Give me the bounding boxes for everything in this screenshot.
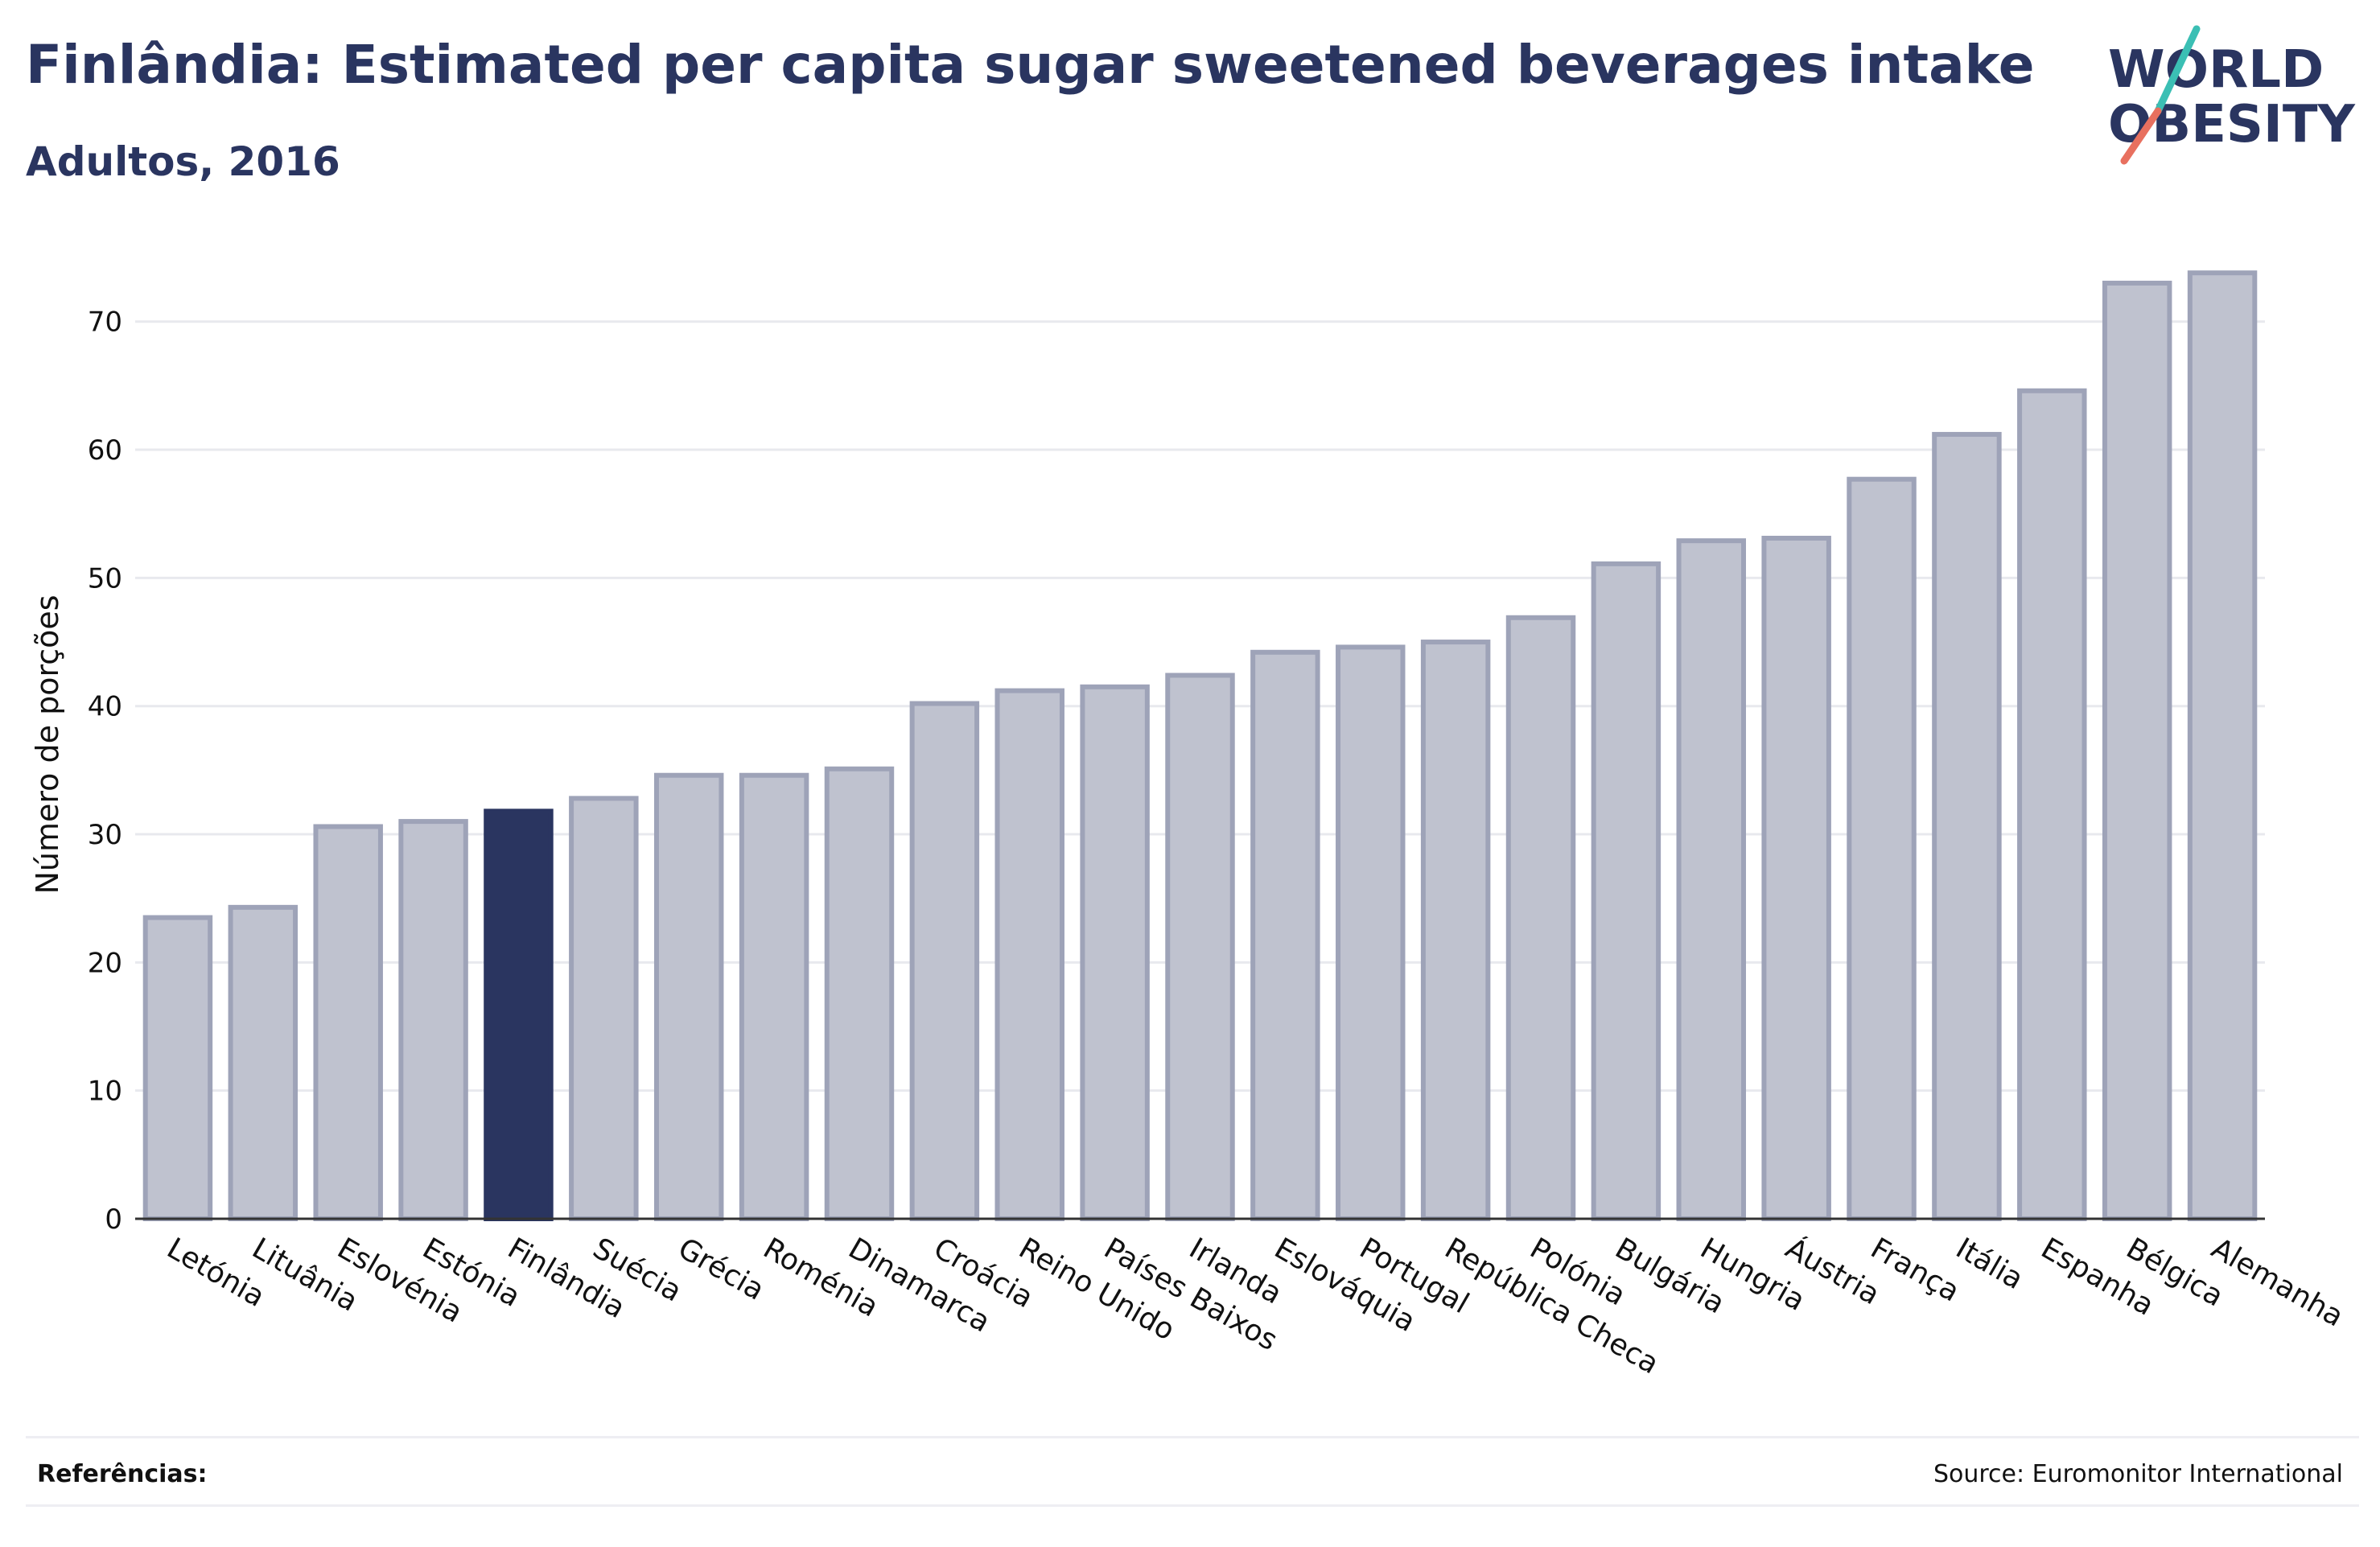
world-obesity-logo: WORLD OBESITY [2108, 25, 2355, 165]
bar [1932, 431, 2002, 1221]
footer-divider-top [26, 1436, 2359, 1438]
bar [1761, 535, 1831, 1221]
x-tick-label: França [1865, 1232, 1965, 1308]
references-label: Referências: [37, 1460, 208, 1488]
bar [1080, 684, 1150, 1221]
x-tick-label: Letónia [161, 1232, 270, 1314]
bar [824, 766, 895, 1221]
bar [1420, 640, 1491, 1221]
bar [2187, 270, 2258, 1221]
y-tick-label: 40 [88, 691, 122, 723]
y-tick-label: 70 [88, 307, 122, 339]
y-tick-label: 20 [88, 947, 122, 979]
bars [142, 270, 2258, 1222]
x-tick-label: Alemanha [2206, 1232, 2349, 1333]
bar [1676, 538, 1747, 1221]
bar-highlighted [484, 808, 554, 1221]
footer-divider-bottom [26, 1504, 2359, 1507]
bar [994, 688, 1064, 1221]
y-tick-label: 50 [88, 562, 122, 595]
bar [909, 701, 980, 1221]
bar [653, 772, 724, 1221]
bar-chart: 0 10 20 30 40 50 60 70 LetóniaLituâniaEslovénia… [30, 270, 2349, 1380]
bar [2102, 280, 2172, 1222]
source-note: Source: Euromonitor International [1933, 1460, 2343, 1488]
bar [739, 772, 809, 1221]
category-labels: LetóniaLituâniaEslovéniaEstóniaFinlândia… [161, 1231, 2349, 1380]
chart-title: Finlândia: Estimated per capita sugar sw… [26, 34, 2035, 96]
bar [142, 915, 213, 1222]
bar [569, 796, 639, 1221]
bar [1336, 644, 1406, 1221]
y-tick-label: 10 [88, 1076, 122, 1108]
y-tick-label: 0 [105, 1203, 122, 1236]
bar [228, 904, 299, 1222]
y-tick-label: 60 [88, 434, 122, 467]
bar [1165, 673, 1235, 1221]
bar [1847, 476, 1917, 1221]
bar [1505, 615, 1576, 1221]
x-tick-label: Grécia [673, 1232, 770, 1306]
bar [398, 819, 468, 1221]
y-axis-title: Número de porções [30, 595, 65, 894]
x-tick-label: Itália [1950, 1232, 2028, 1296]
logo-slash-coral [2120, 107, 2162, 165]
chart-subtitle: Adultos, 2016 [26, 138, 340, 185]
bar [1591, 561, 1661, 1221]
bar [313, 824, 383, 1221]
logo-slash-teal [2154, 25, 2201, 115]
logo-line-1: WORLD [2108, 40, 2324, 100]
bar [2017, 388, 2087, 1221]
bar [1250, 649, 1320, 1221]
axes: 0 10 20 30 40 50 60 70 [88, 307, 2265, 1236]
y-tick-label: 30 [88, 819, 122, 851]
